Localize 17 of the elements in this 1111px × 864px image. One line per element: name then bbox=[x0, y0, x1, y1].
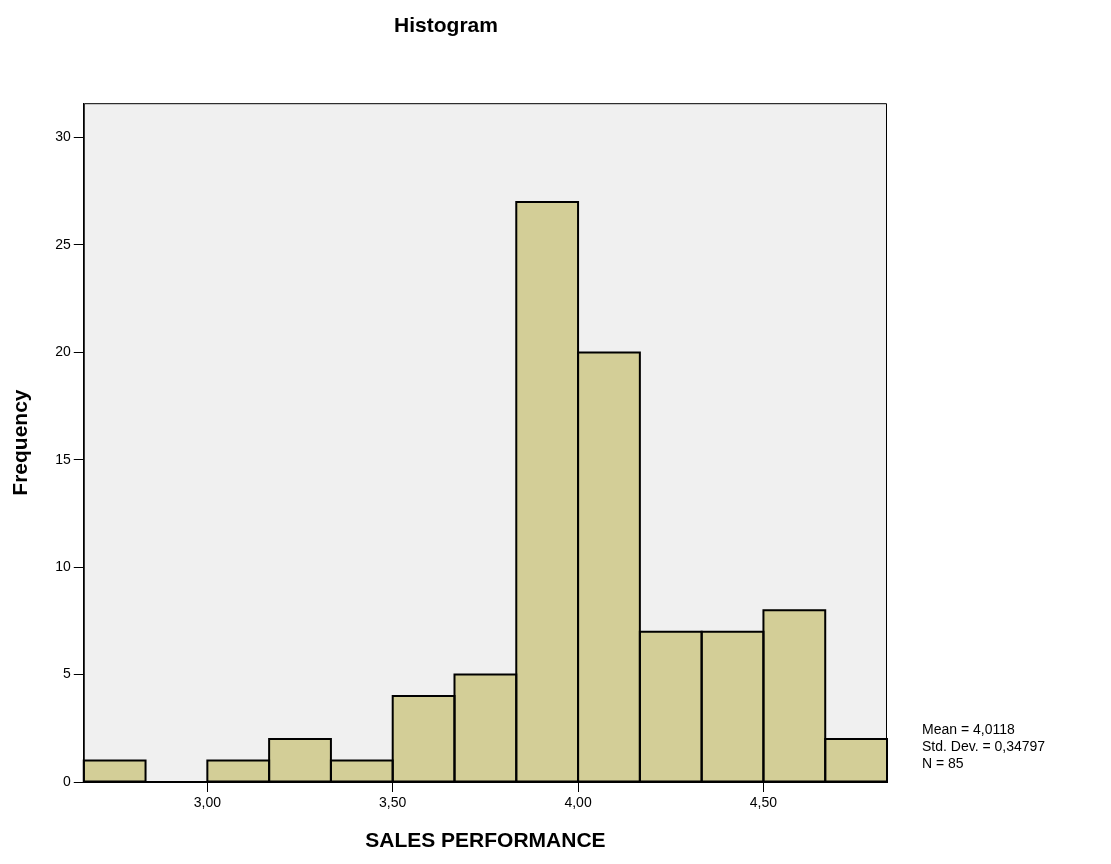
x-axis-title: SALES PERFORMANCE bbox=[365, 828, 606, 852]
y-tick-label: 10 bbox=[55, 558, 71, 575]
text: N = 85 bbox=[922, 754, 964, 771]
chart-title: Histogram bbox=[394, 13, 498, 37]
y-tick-label: 0 bbox=[62, 772, 71, 789]
x-tick-label: 4,00 bbox=[564, 794, 592, 811]
text: Mean = 4,0118 bbox=[922, 720, 1015, 737]
text: Std. Dev. = 0,34797 bbox=[922, 737, 1046, 754]
x-tick-label: 3,00 bbox=[193, 794, 222, 811]
y-tick-label: 20 bbox=[55, 343, 71, 360]
y-tick-label: 25 bbox=[55, 235, 71, 252]
y-tick-label: 30 bbox=[55, 128, 71, 145]
y-tick-label: 15 bbox=[55, 450, 71, 467]
x-tick-label: 3,50 bbox=[379, 794, 407, 811]
x-tick-label: 4,50 bbox=[749, 794, 778, 811]
y-tick-label: 5 bbox=[62, 665, 71, 682]
y-axis-title: Frequency bbox=[8, 389, 32, 496]
